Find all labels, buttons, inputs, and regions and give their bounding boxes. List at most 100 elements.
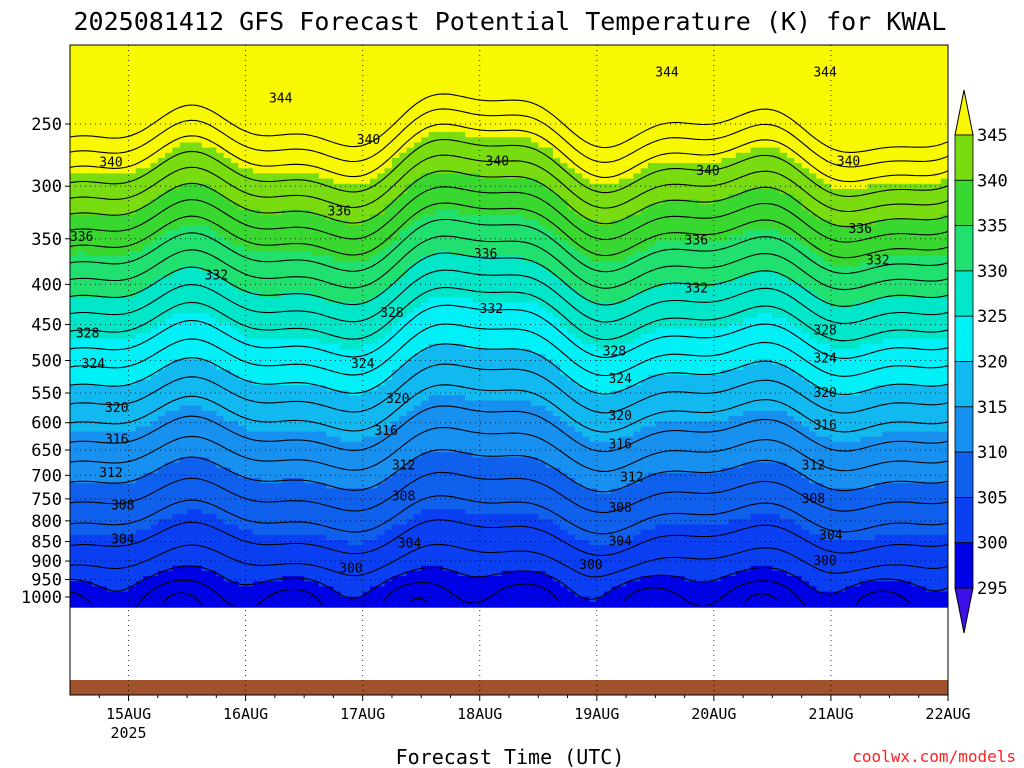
band-cell [772,127,781,133]
band-cell [428,209,437,216]
band-cell [165,188,173,195]
band-cell [706,85,715,92]
band-cell [640,101,649,107]
band-cell [618,45,627,51]
band-cell [296,49,305,56]
band-cell [362,240,371,247]
band-cell [143,127,152,133]
band-cell [443,250,451,257]
band-cell [787,163,795,169]
band-cell [406,209,415,216]
band-cell [457,250,466,257]
band-cell [838,204,847,211]
band-cell [84,75,93,82]
band-cell [392,39,400,45]
band-cell [391,116,400,123]
band-cell [238,240,247,247]
band-cell [523,59,532,66]
band-cell [312,39,320,45]
band-cell [289,49,298,56]
band-cell [150,59,159,66]
band-cell [340,209,349,216]
band-cell [523,65,532,71]
band-cell [706,245,715,252]
band-cell [194,152,203,159]
band-cell [289,54,298,61]
band-cell [194,225,203,231]
band-cell [223,65,232,71]
band-cell [413,199,422,206]
band-cell [691,173,700,180]
band-cell [245,70,254,76]
band-cell [106,163,115,169]
band-cell [765,45,773,51]
band-cell [391,45,400,51]
band-cell [377,54,386,61]
band-cell [216,116,225,123]
band-cell [106,173,115,180]
band-cell [838,209,847,216]
band-cell [933,75,942,82]
band-cell [355,137,364,144]
band-cell [926,173,934,180]
band-cell [545,183,554,190]
band-cell [582,65,591,71]
band-cell [121,173,130,180]
band-cell [479,111,488,118]
band-cell [194,121,203,128]
band-cell [187,80,195,87]
band-cell [860,39,868,45]
band-cell [626,45,634,51]
band-cell [743,168,751,175]
band-cell [296,116,305,123]
band-cell [816,137,825,144]
band-cell [816,147,825,154]
band-cell [450,178,459,185]
band-cell [677,85,686,92]
band-cell [860,158,869,164]
band-cell [582,168,591,175]
band-cell [289,183,298,190]
band-cell [867,152,876,159]
band-cell [70,188,78,195]
band-cell [713,111,722,118]
band-cell [465,90,473,97]
band-cell [589,137,598,144]
band-cell [165,90,173,97]
band-cell [713,168,722,175]
band-cell [333,183,342,190]
band-cell [487,106,495,113]
band-cell [509,39,517,45]
band-cell [867,49,876,56]
band-cell [582,225,591,231]
band-cell [582,142,591,149]
band-cell [391,158,400,164]
band-cell [794,147,803,154]
band-cell [677,59,686,66]
band-cell [611,163,620,169]
band-cell [574,173,583,180]
band-cell [340,137,349,144]
band-cell [179,121,188,128]
band-cell [852,45,861,51]
band-cell [150,147,159,154]
band-cell [113,49,122,56]
band-cell [618,80,627,87]
band-cell [391,70,400,76]
band-cell [443,142,451,149]
band-cell [691,142,700,149]
band-cell [231,147,239,154]
band-cell [596,127,605,133]
band-cell [216,45,225,51]
band-cell [245,49,254,56]
band-cell [391,132,400,138]
band-cell [545,116,554,123]
band-cell [501,240,510,247]
band-cell [648,39,656,45]
band-cell [252,158,261,164]
band-cell [113,230,122,236]
band-cell [875,39,883,45]
band-cell [172,147,181,154]
band-cell [194,39,202,45]
band-cell [670,90,678,97]
